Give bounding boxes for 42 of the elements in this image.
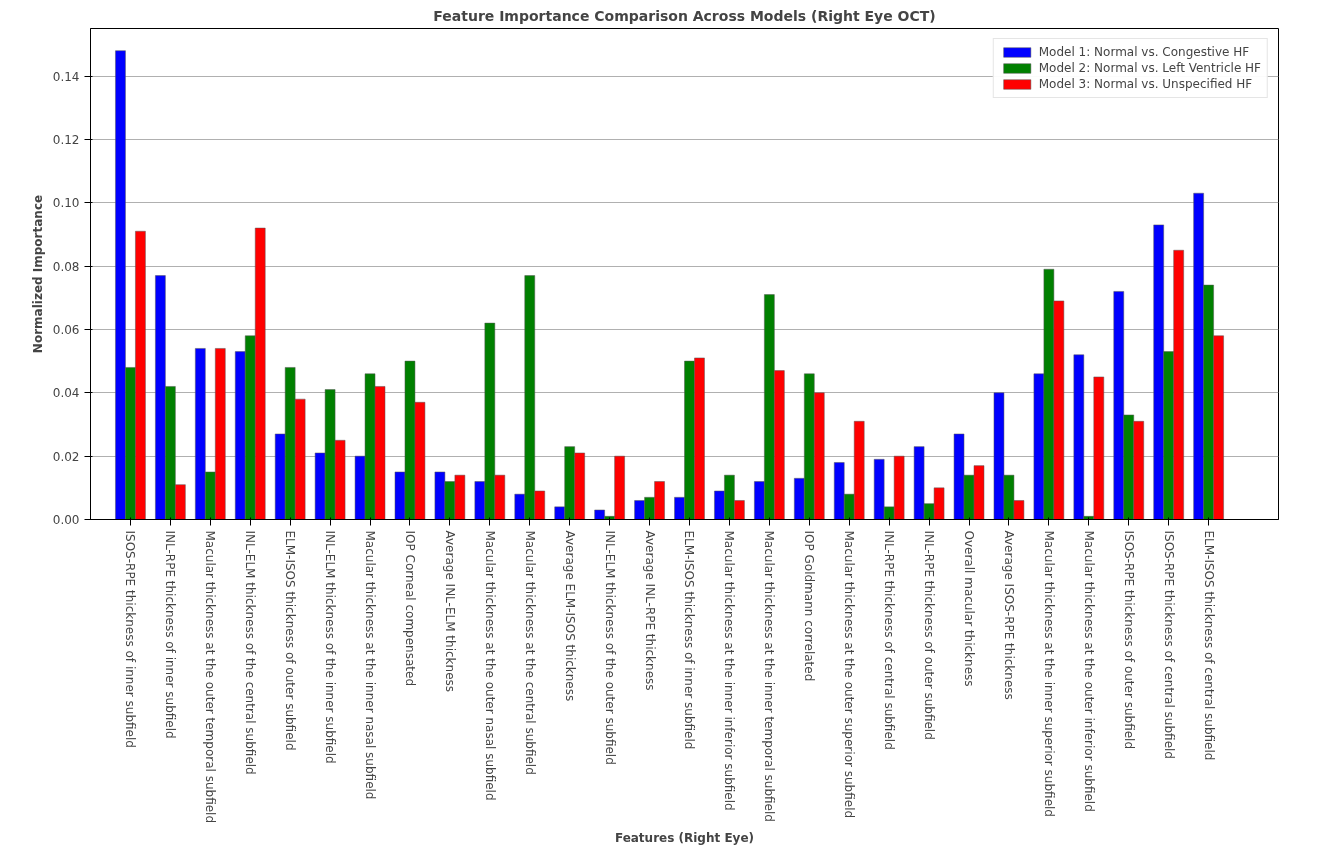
y-tick-label: 0.14 <box>52 69 80 84</box>
y-tick-label: 0.02 <box>52 449 80 464</box>
y-tick-label: 0.12 <box>52 132 80 147</box>
y-tick-label: 0.04 <box>52 386 80 401</box>
x-tick-label: ISOS-RPE thickness of outer subfield <box>1121 530 1136 750</box>
x-tick-label: ISOS-RPE thickness of central subfield <box>1161 530 1176 759</box>
y-tick-label: 0.00 <box>52 513 80 527</box>
x-tick-label: Macular thickness at the outer superior subfield <box>842 530 857 819</box>
y-tick-label: 0.10 <box>52 196 80 211</box>
x-tick-label: INL-RPE thickness of outer subfield <box>922 530 937 740</box>
x-axis-title: Features (Right Eye) <box>614 831 755 846</box>
x-tick-label: INL-ELM thickness of the inner subfield <box>323 530 338 764</box>
x-tick-label: INL-RPE thickness of central subfield <box>882 530 897 750</box>
x-tick-label: ELM-ISOS thickness of outer subfield <box>283 530 298 751</box>
x-tick-label: Macular thickness at the inner temporal subfield <box>762 530 777 822</box>
x-tick-label: Average INL-ELM thickness <box>442 530 457 693</box>
chart-title: Feature Importance Comparison Across Models (Right Eye OCT) <box>433 7 936 24</box>
legend-label: Model 3: Normal vs. Unspecified HF <box>1038 77 1253 91</box>
x-tick-label: Macular thickness at the inner inferior subfield <box>722 530 737 811</box>
legend-label: Model 1: Normal vs. Congestive HF <box>1038 45 1250 59</box>
x-tick-label: ELM-ISOS thickness of inner subfield <box>682 530 697 750</box>
x-tick-label: IOP Corneal compensated <box>402 530 417 687</box>
x-tick-label: Macular thickness at the inner nasal subfield <box>363 530 378 800</box>
x-tick-label: INL-ELM thickness of the central subfield <box>243 530 258 775</box>
x-tick-label: Macular thickness at the inner superior subfield <box>1041 530 1056 817</box>
x-tick-label: Macular thickness at the central subfield <box>522 530 537 775</box>
x-tick-label: ELM-ISOS thickness of central subfield <box>1201 530 1216 761</box>
x-tick-label: ISOS-RPE thickness of inner subfield <box>123 530 138 748</box>
y-axis-title: Normalized Importance <box>30 194 45 354</box>
x-tick-label: Average INL-RPE thickness <box>642 530 657 691</box>
x-tick-label: Average ISOS-RPE thickness <box>1001 530 1016 700</box>
x-tick-label: Average ELM-ISOS thickness <box>562 530 577 702</box>
y-tick-label: 0.06 <box>52 322 80 337</box>
x-tick-label: INL-ELM thickness of the outer subfield <box>602 530 617 765</box>
x-tick-label: Macular thickness at the outer inferior subfield <box>1081 530 1096 812</box>
x-tick-label: Macular thickness at the outer nasal subfield <box>482 530 497 801</box>
x-tick-label: IOP Goldmann correlated <box>802 530 817 682</box>
x-tick-label: INL-RPE thickness of inner subfield <box>163 530 178 739</box>
x-tick-label: Macular thickness at the outer temporal subfield <box>203 530 218 824</box>
x-tick-label: Overall macular thickness <box>962 530 977 687</box>
y-tick-label: 0.08 <box>52 259 80 274</box>
legend-label: Model 2: Normal vs. Left Ventricle HF <box>1038 61 1261 75</box>
